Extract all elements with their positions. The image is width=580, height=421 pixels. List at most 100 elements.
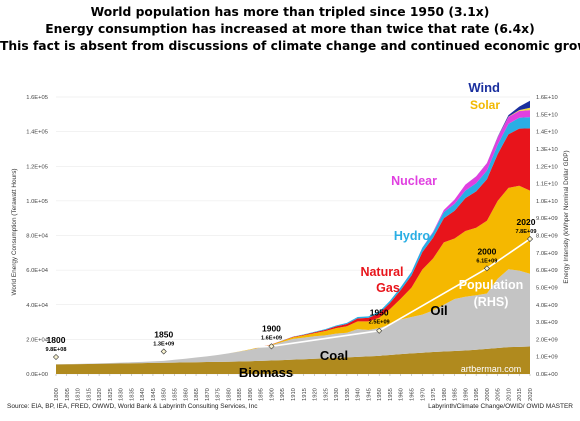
x-tick-label: 1860	[183, 388, 189, 401]
x-tick-label: 1850	[162, 388, 168, 401]
x-tick-label: 1970	[420, 388, 426, 401]
x-tick-label: 1955	[388, 388, 394, 401]
y-left-tick-label: 0.0E+00	[26, 372, 48, 378]
label-natural-gas-1: Natural	[360, 265, 403, 279]
y-right-tick-label: 1.3E+10	[536, 147, 558, 153]
y-left-tick-label: 1.2E+05	[26, 164, 48, 170]
annotation-year: 1850	[154, 329, 173, 339]
y-left-axis-label: World Energy Consumption (Terawatt Hours…	[11, 168, 18, 295]
x-tick-label: 1855	[173, 388, 179, 401]
x-tick-label: 2020	[528, 388, 534, 401]
label-biomass: Biomass	[239, 365, 293, 380]
x-tick-label: 1840	[140, 388, 146, 401]
population-marker	[52, 354, 60, 361]
chart-titles: World population has more than tripled s…	[0, 4, 580, 55]
y-right-tick-label: 9.0E+09	[536, 216, 558, 222]
x-tick-label: 1975	[431, 388, 437, 401]
annotation-value: 1.3E+09	[153, 341, 174, 347]
y-left-tick-label: 1.6E+05	[26, 95, 48, 101]
label-oil: Oil	[430, 303, 447, 318]
y-left-tick-label: 1.4E+05	[26, 130, 48, 136]
annotation-value: 7.8E+09	[516, 229, 537, 235]
x-tick-label: 1815	[86, 388, 92, 401]
population-line-group	[55, 238, 531, 358]
label-natural-gas-2: Gas	[376, 281, 400, 295]
annotation-value: 9.8E+08	[46, 347, 67, 353]
x-tick-label: 1985	[453, 388, 459, 401]
annotation-year: 2020	[517, 217, 536, 227]
label-coal: Coal	[320, 348, 348, 363]
x-tick-label: 1870	[205, 388, 211, 401]
x-tick-label: 1880	[226, 388, 232, 401]
y-left-tick-label: 8.0E+04	[26, 234, 49, 240]
x-tick-label: 1865	[194, 388, 200, 401]
title-line-3: This fact is absent from discussions of …	[0, 39, 580, 53]
annotation-year: 1950	[370, 308, 389, 318]
annotation-value: 1.6E+09	[261, 335, 282, 341]
x-tick-label: 1805	[65, 388, 71, 401]
x-tick-label: 1920	[313, 388, 319, 401]
y-right-axis-label: Energy Intensity (kWhper Nominal Dollar …	[563, 150, 570, 283]
y-right-tick-label: 4.0E+09	[536, 303, 558, 309]
y-right-tick-label: 0.0E+00	[536, 372, 558, 378]
x-tick-label: 1945	[366, 388, 372, 401]
y-right-tick-label: 1.1E+10	[536, 182, 558, 188]
annotation-year: 1800	[47, 335, 66, 345]
y-right-tick-label: 2.0E+09	[536, 337, 558, 343]
x-tick-label: 1800	[54, 388, 60, 401]
x-tick-label: 1825	[108, 388, 114, 401]
x-tick-label: 1895	[259, 388, 265, 401]
area-coal	[56, 269, 530, 365]
x-tick-label: 1915	[302, 388, 308, 401]
label-nuclear: Nuclear	[391, 174, 437, 188]
y-right-tick-label: 7.0E+09	[536, 251, 558, 257]
x-tick-label: 1965	[410, 388, 416, 401]
x-tick-label: 1980	[442, 388, 448, 401]
label-population-1: Population	[459, 278, 524, 292]
x-tick-label: 1905	[280, 388, 286, 401]
x-tick-label: 1960	[399, 388, 405, 401]
x-tick-label: 1830	[119, 388, 125, 401]
annotation-value: 6.1E+09	[476, 258, 497, 264]
y-right-tick-label: 3.0E+09	[536, 320, 558, 326]
x-tick-label: 1925	[323, 388, 329, 401]
y-right-tick-label: 8.0E+09	[536, 234, 558, 240]
population-line	[55, 238, 531, 358]
y-right-tick-label: 1.2E+10	[536, 164, 558, 170]
label-wind: Wind	[468, 80, 500, 95]
population-marker	[160, 348, 167, 355]
label-solar: Solar	[470, 98, 500, 112]
population-marker	[526, 235, 534, 242]
credit-note: Labyrinth/Climate Change/OWID/ OWID MAST…	[428, 403, 573, 410]
stacked-areas	[56, 100, 530, 374]
y-right-tick-label: 1.6E+10	[536, 95, 558, 101]
annotation-value: 2.5E+09	[369, 320, 390, 326]
area-biomass	[56, 346, 530, 374]
x-tick-label: 1930	[334, 388, 340, 401]
series-labels: Wind Solar Nuclear Hydro Natural Gas Oil Popula…	[239, 80, 523, 380]
population-marker	[376, 327, 383, 334]
x-tick-label: 1990	[463, 388, 469, 401]
axis-ticks: 0.0E+00 2.0E+04 4.0E+04 6.0E+04 8.0E+04 1.0E+…	[26, 95, 558, 401]
x-tick-label: 1910	[291, 388, 297, 401]
population-annotations: 1800 9.8E+08 1850 1.3E+09 1900 1.6E+09 1950 2.5…	[46, 217, 537, 361]
y-right-tick-label: 6.0E+09	[536, 268, 558, 274]
x-tick-label: 1835	[129, 388, 135, 401]
y-right-tick-label: 1.0E+10	[536, 199, 558, 205]
label-hydro: Hydro	[394, 229, 430, 243]
y-left-tick-label: 1.0E+05	[26, 199, 48, 205]
y-left-tick-label: 2.0E+04	[26, 337, 49, 343]
annotation-year: 1900	[262, 323, 281, 333]
y-right-tick-label: 5.0E+09	[536, 285, 558, 291]
population-marker	[268, 343, 275, 350]
x-tick-label: 2015	[517, 388, 523, 401]
y-left-tick-label: 6.0E+04	[26, 268, 49, 274]
x-tick-label: 2005	[496, 388, 502, 401]
x-tick-label: 1820	[97, 388, 103, 401]
x-tick-label: 1890	[248, 388, 254, 401]
x-tick-label: 2000	[485, 388, 491, 401]
area-gas	[56, 128, 530, 365]
x-tick-label: 1995	[474, 388, 480, 401]
label-population-2: (RHS)	[474, 295, 509, 309]
